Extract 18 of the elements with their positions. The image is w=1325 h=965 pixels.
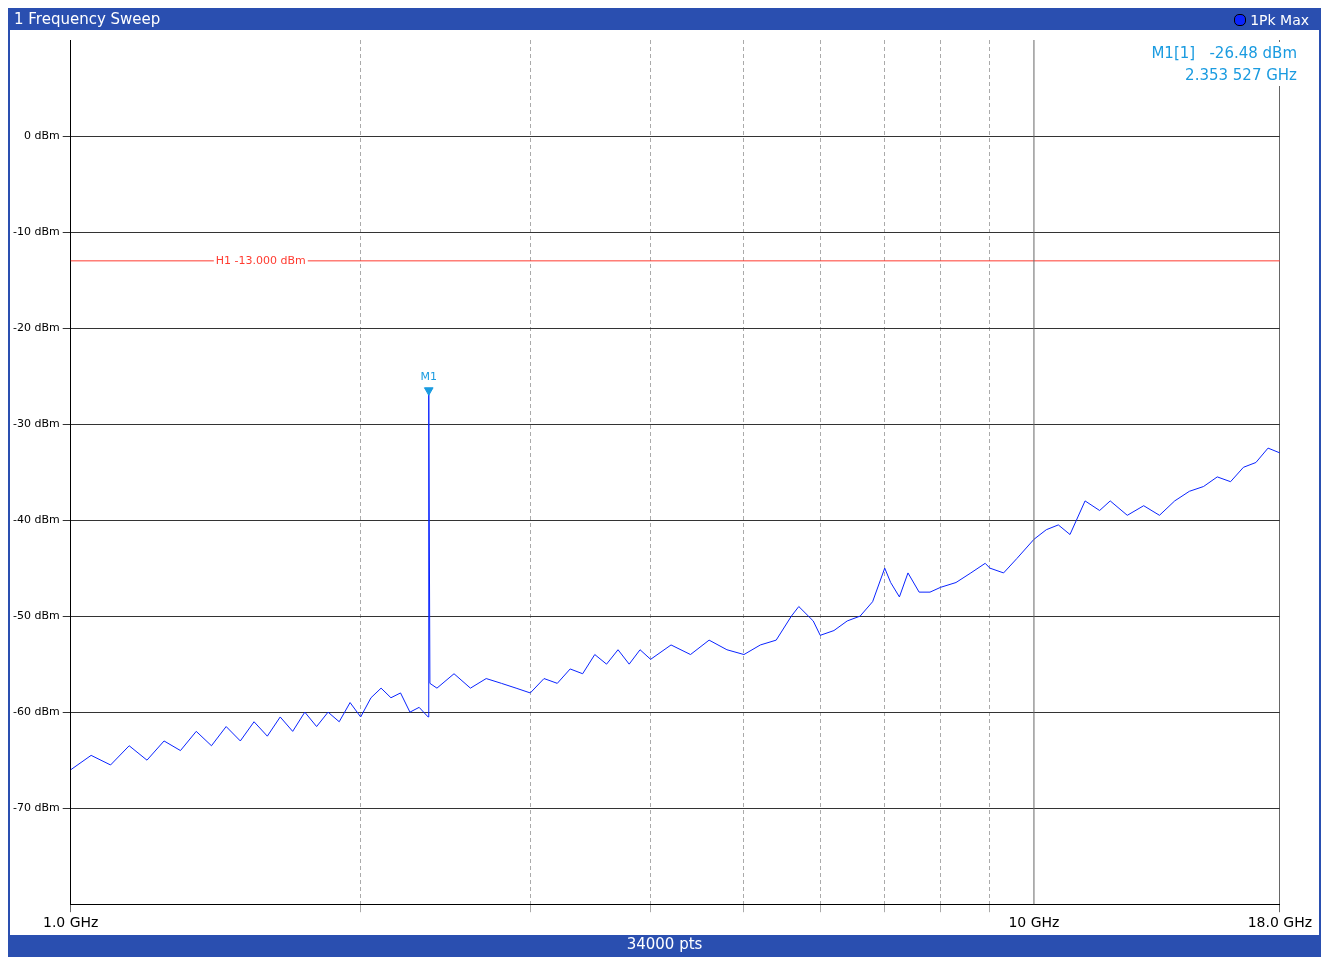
- x-tick-label: 18.0 GHz: [1247, 914, 1313, 931]
- text: 34000 pts: [10, 935, 1319, 955]
- ref-line-label: H1 -13.000 dBm: [215, 253, 306, 267]
- legend-label: 1Pk Max: [1250, 12, 1309, 28]
- x-tick-label: 1.0 GHz: [42, 914, 99, 931]
- y-tick-label: 0 dBm: [23, 128, 60, 142]
- annotation: M1[1] -26.48 dBm: [1151, 43, 1297, 64]
- y-tick-label: -50 dBm: [12, 608, 60, 622]
- chart-title: 1 Frequency Sweep: [14, 10, 161, 28]
- y-tick-label: -10 dBm: [12, 224, 60, 238]
- annotation: 2.353 527 GHz: [1184, 65, 1297, 86]
- series-label: M1: [420, 369, 438, 383]
- y-tick-label: -40 dBm: [12, 512, 60, 526]
- y-tick-label: -60 dBm: [12, 705, 60, 719]
- y-tick-label: -20 dBm: [12, 320, 60, 334]
- x-tick-label: 10 GHz: [1008, 914, 1060, 931]
- y-tick-label: -30 dBm: [12, 416, 60, 430]
- y-tick-label: -70 dBm: [12, 801, 60, 815]
